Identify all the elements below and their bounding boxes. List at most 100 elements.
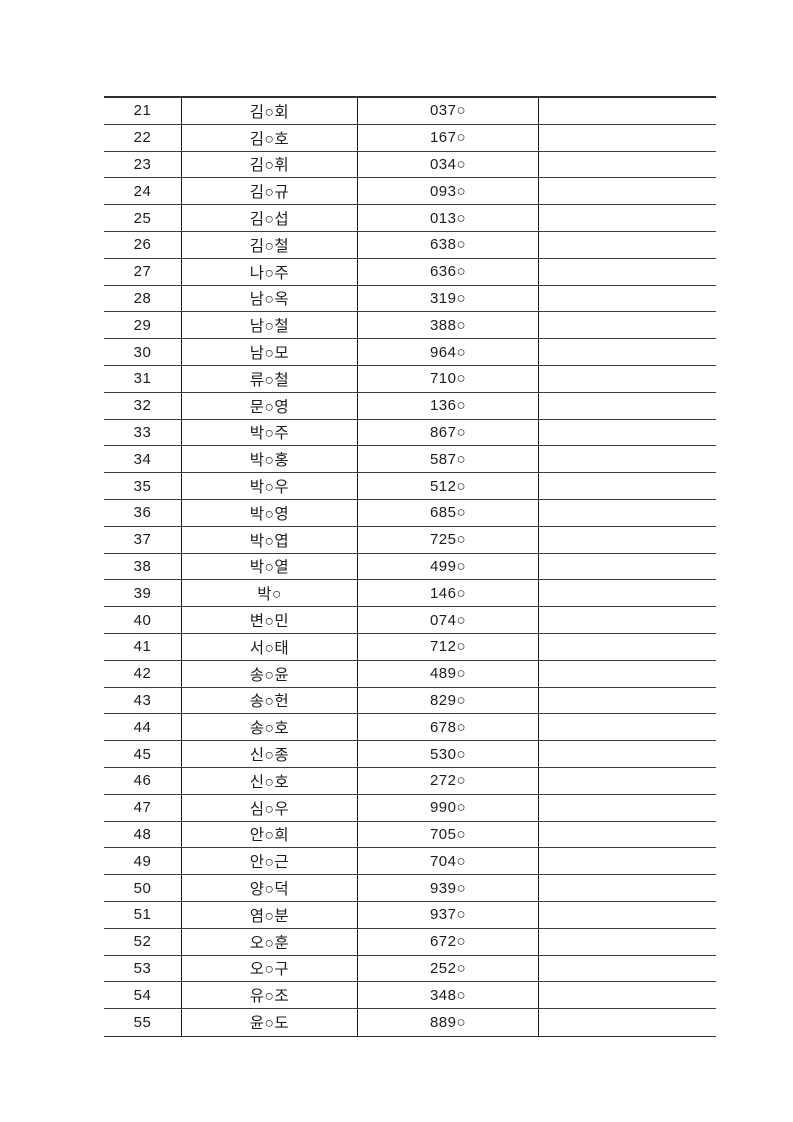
masked-number-cell: 074○ bbox=[358, 607, 539, 633]
masked-name-cell: 서○태 bbox=[182, 633, 358, 660]
table-row: 39 박○ 146○ bbox=[104, 580, 716, 608]
row-number-cell: 23 bbox=[104, 151, 182, 178]
table-row: 34 박○홍 587○ bbox=[104, 446, 716, 474]
masked-number-cell: 489○ bbox=[358, 660, 539, 687]
row-number-cell: 42 bbox=[104, 660, 182, 687]
masked-name-cell: 윤○도 bbox=[182, 1009, 358, 1036]
table-row: 23 김○휘 034○ bbox=[104, 151, 716, 179]
row-number-cell: 48 bbox=[104, 821, 182, 848]
masked-number-cell: 867○ bbox=[358, 419, 539, 446]
table-row: 22 김○호 167○ bbox=[104, 124, 716, 152]
blank-note-cell bbox=[539, 527, 716, 553]
masked-name-cell: 김○규 bbox=[182, 178, 358, 205]
masked-name-cell: 남○옥 bbox=[182, 285, 358, 312]
table-row: 54 유○조 348○ bbox=[104, 982, 716, 1010]
masked-name-cell: 염○분 bbox=[182, 901, 358, 928]
blank-note-cell bbox=[539, 500, 716, 526]
row-number-cell: 53 bbox=[104, 955, 182, 982]
row-number-cell: 41 bbox=[104, 633, 182, 660]
masked-name-cell: 박○엽 bbox=[182, 526, 358, 553]
row-number-cell: 28 bbox=[104, 285, 182, 312]
row-number-cell: 29 bbox=[104, 312, 182, 339]
row-number-cell: 25 bbox=[104, 205, 182, 231]
table-row: 38 박○열 499○ bbox=[104, 553, 716, 581]
blank-note-cell bbox=[539, 446, 716, 472]
masked-name-cell: 심○우 bbox=[182, 794, 358, 821]
masked-number-cell: 252○ bbox=[358, 955, 539, 982]
masked-name-cell: 김○철 bbox=[182, 231, 358, 258]
table-row: 28 남○옥 319○ bbox=[104, 285, 716, 313]
table-row: 41 서○태 712○ bbox=[104, 633, 716, 661]
blank-note-cell bbox=[539, 125, 716, 151]
masked-name-cell: 남○모 bbox=[182, 339, 358, 365]
row-number-cell: 36 bbox=[104, 499, 182, 526]
masked-number-cell: 678○ bbox=[358, 714, 539, 741]
blank-note-cell bbox=[539, 420, 716, 446]
masked-name-cell: 김○호 bbox=[182, 124, 358, 151]
table-row: 55 윤○도 889○ bbox=[104, 1009, 716, 1036]
masked-number-cell: 990○ bbox=[358, 794, 539, 821]
masked-number-cell: 037○ bbox=[358, 98, 539, 124]
blank-note-cell bbox=[539, 152, 716, 178]
masked-number-cell: 964○ bbox=[358, 339, 539, 365]
row-number-cell: 38 bbox=[104, 553, 182, 580]
blank-note-cell bbox=[539, 929, 716, 955]
table-row: 45 신○종 530○ bbox=[104, 741, 716, 768]
table-row: 51 염○분 937○ bbox=[104, 901, 716, 929]
masked-number-cell: 705○ bbox=[358, 821, 539, 848]
row-number-cell: 45 bbox=[104, 741, 182, 767]
blank-note-cell bbox=[539, 232, 716, 258]
table-row: 53 오○구 252○ bbox=[104, 955, 716, 983]
blank-note-cell bbox=[539, 178, 716, 204]
masked-number-cell: 136○ bbox=[358, 392, 539, 419]
row-number-cell: 43 bbox=[104, 687, 182, 714]
blank-note-cell bbox=[539, 848, 716, 874]
row-number-cell: 40 bbox=[104, 607, 182, 633]
blank-note-cell bbox=[539, 956, 716, 982]
row-number-cell: 49 bbox=[104, 848, 182, 875]
blank-note-cell bbox=[539, 607, 716, 633]
blank-note-cell bbox=[539, 473, 716, 499]
blank-note-cell bbox=[539, 714, 716, 740]
blank-note-cell bbox=[539, 286, 716, 312]
masked-name-cell: 박○우 bbox=[182, 473, 358, 499]
masked-number-cell: 348○ bbox=[358, 982, 539, 1009]
row-number-cell: 46 bbox=[104, 767, 182, 794]
masked-name-cell: 나○주 bbox=[182, 258, 358, 285]
masked-number-cell: 530○ bbox=[358, 741, 539, 767]
table-row: 42 송○윤 489○ bbox=[104, 660, 716, 688]
table-row: 30 남○모 964○ bbox=[104, 339, 716, 366]
table-row: 31 류○철 710○ bbox=[104, 365, 716, 393]
masked-name-cell: 박○ bbox=[182, 580, 358, 607]
row-number-cell: 50 bbox=[104, 875, 182, 901]
masked-number-cell: 638○ bbox=[358, 231, 539, 258]
table-row: 35 박○우 512○ bbox=[104, 473, 716, 500]
masked-number-cell: 685○ bbox=[358, 499, 539, 526]
masked-number-cell: 093○ bbox=[358, 178, 539, 205]
masked-number-cell: 319○ bbox=[358, 285, 539, 312]
masked-number-cell: 710○ bbox=[358, 365, 539, 392]
row-number-cell: 27 bbox=[104, 258, 182, 285]
row-number-cell: 33 bbox=[104, 419, 182, 446]
blank-note-cell bbox=[539, 768, 716, 794]
masked-name-cell: 오○훈 bbox=[182, 928, 358, 955]
table-row: 36 박○영 685○ bbox=[104, 499, 716, 527]
masked-name-cell: 송○윤 bbox=[182, 660, 358, 687]
row-number-cell: 47 bbox=[104, 794, 182, 821]
blank-note-cell bbox=[539, 661, 716, 687]
table-row: 33 박○주 867○ bbox=[104, 419, 716, 447]
blank-note-cell bbox=[539, 795, 716, 821]
blank-note-cell bbox=[539, 312, 716, 338]
masked-number-cell: 672○ bbox=[358, 928, 539, 955]
row-number-cell: 52 bbox=[104, 928, 182, 955]
table-row: 24 김○규 093○ bbox=[104, 178, 716, 206]
table-row: 26 김○철 638○ bbox=[104, 231, 716, 259]
masked-number-cell: 499○ bbox=[358, 553, 539, 580]
table-row: 43 송○헌 829○ bbox=[104, 687, 716, 715]
masked-name-cell: 김○회 bbox=[182, 98, 358, 124]
masked-number-cell: 146○ bbox=[358, 580, 539, 607]
blank-note-cell bbox=[539, 688, 716, 714]
masked-number-cell: 889○ bbox=[358, 1009, 539, 1036]
blank-note-cell bbox=[539, 339, 716, 365]
